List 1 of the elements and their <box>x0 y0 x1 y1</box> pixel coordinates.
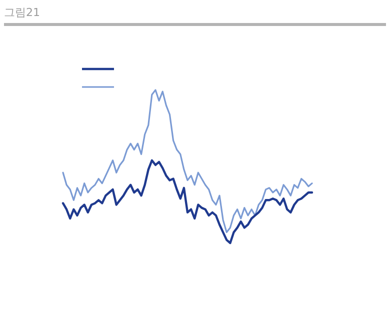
chart-title: 그림21 <box>4 6 40 19</box>
